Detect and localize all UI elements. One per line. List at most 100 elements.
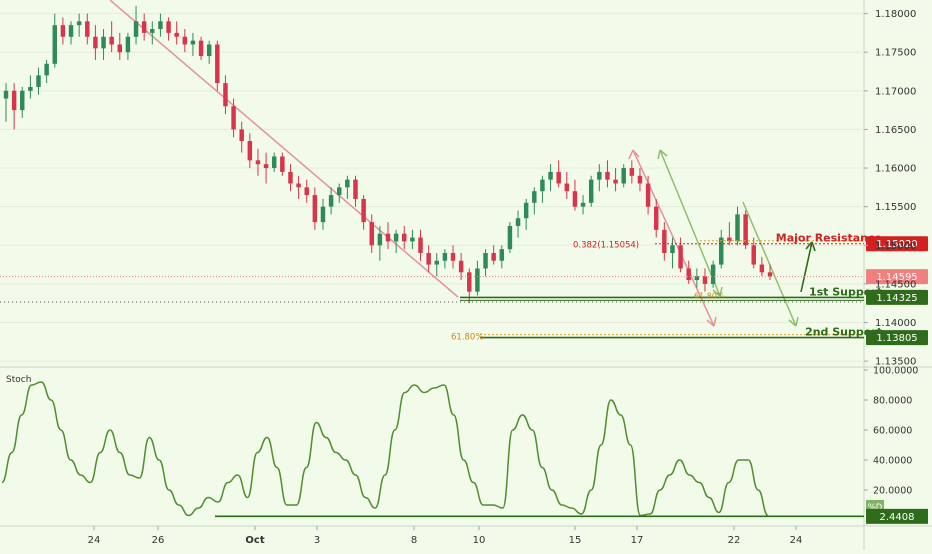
- stoch-value-tag: [866, 508, 928, 524]
- time-axis-tick-label: 24: [790, 535, 803, 546]
- candle-body: [385, 233, 391, 242]
- candle-body: [320, 206, 326, 223]
- candle-body: [751, 245, 756, 265]
- candle-body: [662, 229, 667, 254]
- candle-body: [637, 175, 643, 184]
- price-axis-tick-label: 1.16000: [875, 164, 916, 175]
- time-axis-tick-label: 10: [473, 535, 486, 546]
- price-axis-tick-label: 1.16500: [875, 125, 916, 136]
- candle-body: [3, 90, 9, 99]
- major-resistance-price-tag: [866, 236, 928, 252]
- first-support-label: 1st Support: [809, 285, 882, 298]
- candle-body: [686, 268, 691, 281]
- price-axis-tick-label: 1.18000: [875, 9, 916, 20]
- candle-body: [239, 129, 244, 142]
- candle-body: [158, 21, 163, 30]
- stoch-axis-tick-label: 80.0000: [873, 396, 912, 407]
- stoch-axis-tick-label: 40.0000: [873, 456, 912, 467]
- candle-body: [434, 260, 440, 265]
- candle-body: [710, 264, 716, 284]
- candle-body: [532, 191, 537, 203]
- stoch-value-label: 2.4408: [880, 512, 915, 523]
- candle-body: [572, 191, 578, 207]
- bounce-arrow: [800, 241, 813, 293]
- candle-body: [255, 160, 261, 165]
- candle-body: [182, 36, 188, 45]
- candle-body: [198, 40, 204, 57]
- candle-body: [60, 25, 66, 37]
- candle-body: [141, 21, 147, 33]
- first-support-price-tag: [866, 289, 928, 305]
- candle-body: [735, 214, 740, 242]
- candle-body: [93, 36, 98, 49]
- candle-body: [263, 164, 269, 169]
- second-support-price: 1.13805: [876, 333, 917, 344]
- candle-body: [304, 187, 309, 196]
- candle-body: [702, 276, 708, 284]
- candle-body: [353, 179, 358, 199]
- green-trend-arrow: [659, 149, 721, 297]
- candle-body: [393, 233, 399, 242]
- candle-body: [442, 253, 448, 261]
- candle-body: [271, 156, 277, 169]
- candle-body: [540, 179, 545, 192]
- candle-body: [215, 44, 220, 84]
- candle-body: [36, 75, 41, 87]
- candle-body: [11, 90, 17, 111]
- candle-body: [288, 171, 293, 184]
- price-axis-tick-label: 1.17500: [875, 48, 916, 59]
- candle-body: [718, 237, 724, 265]
- candle-body: [44, 63, 49, 76]
- candle-body: [670, 245, 675, 254]
- price-axis-tick-label: 1.15500: [875, 202, 916, 213]
- candle-body: [206, 44, 212, 57]
- candle-body: [166, 21, 171, 33]
- candle-body: [613, 179, 618, 184]
- candle-body: [491, 253, 496, 261]
- candle-body: [515, 218, 521, 226]
- candle-body: [694, 276, 700, 281]
- current-price: 1.14595: [876, 272, 917, 283]
- candle-body: [20, 90, 25, 111]
- candle-body: [556, 171, 561, 184]
- candle-body: [85, 21, 90, 37]
- price-axis-tick-label: 1.13500: [875, 357, 916, 368]
- candle-body: [653, 206, 659, 230]
- first-support-price: 1.14325: [876, 293, 917, 304]
- candle-body: [402, 233, 407, 242]
- candle-body: [336, 187, 342, 196]
- candle-body: [150, 29, 155, 33]
- fib-382-annotation: 0.382(1.15054): [573, 241, 639, 251]
- stoch-axis-tick-label: 100.0000: [873, 366, 918, 377]
- candle-body: [190, 40, 196, 45]
- candle-body: [621, 168, 626, 184]
- stoch-d-line: [1, 381, 769, 517]
- candle-body: [133, 21, 139, 37]
- time-axis-tick-label: 15: [569, 535, 582, 546]
- time-axis-tick-label: Oct: [245, 535, 264, 546]
- candle-body: [280, 156, 285, 172]
- candle-body: [483, 253, 488, 269]
- candle-body: [597, 171, 602, 180]
- current-price-tag: [866, 269, 928, 285]
- candle-body: [426, 253, 431, 265]
- projection-arrow: [742, 201, 797, 327]
- fib-618-annotation: 61.80%: [451, 333, 483, 343]
- stoch-axis-tick-label: 20.0000: [873, 486, 912, 497]
- candle-body: [361, 198, 366, 223]
- time-axis-tick-label: 3: [314, 535, 320, 546]
- major-resistance-price: 1.15020: [876, 239, 917, 250]
- time-axis-tick-label: 22: [728, 535, 741, 546]
- pink-arrow-heads: [628, 149, 717, 327]
- major-resistance-label: Major Resistance: [776, 232, 882, 245]
- fib-618-small-annotation: 61.80%: [694, 291, 725, 300]
- candle-body: [523, 202, 529, 219]
- stoch-indicator-title: Stoch: [6, 375, 31, 385]
- green-arrow-heads: [657, 149, 723, 297]
- candle-body: [458, 260, 464, 273]
- candle-body: [328, 195, 334, 207]
- candle-body: [588, 179, 594, 203]
- candle-body: [109, 36, 114, 45]
- candle-body: [312, 195, 318, 223]
